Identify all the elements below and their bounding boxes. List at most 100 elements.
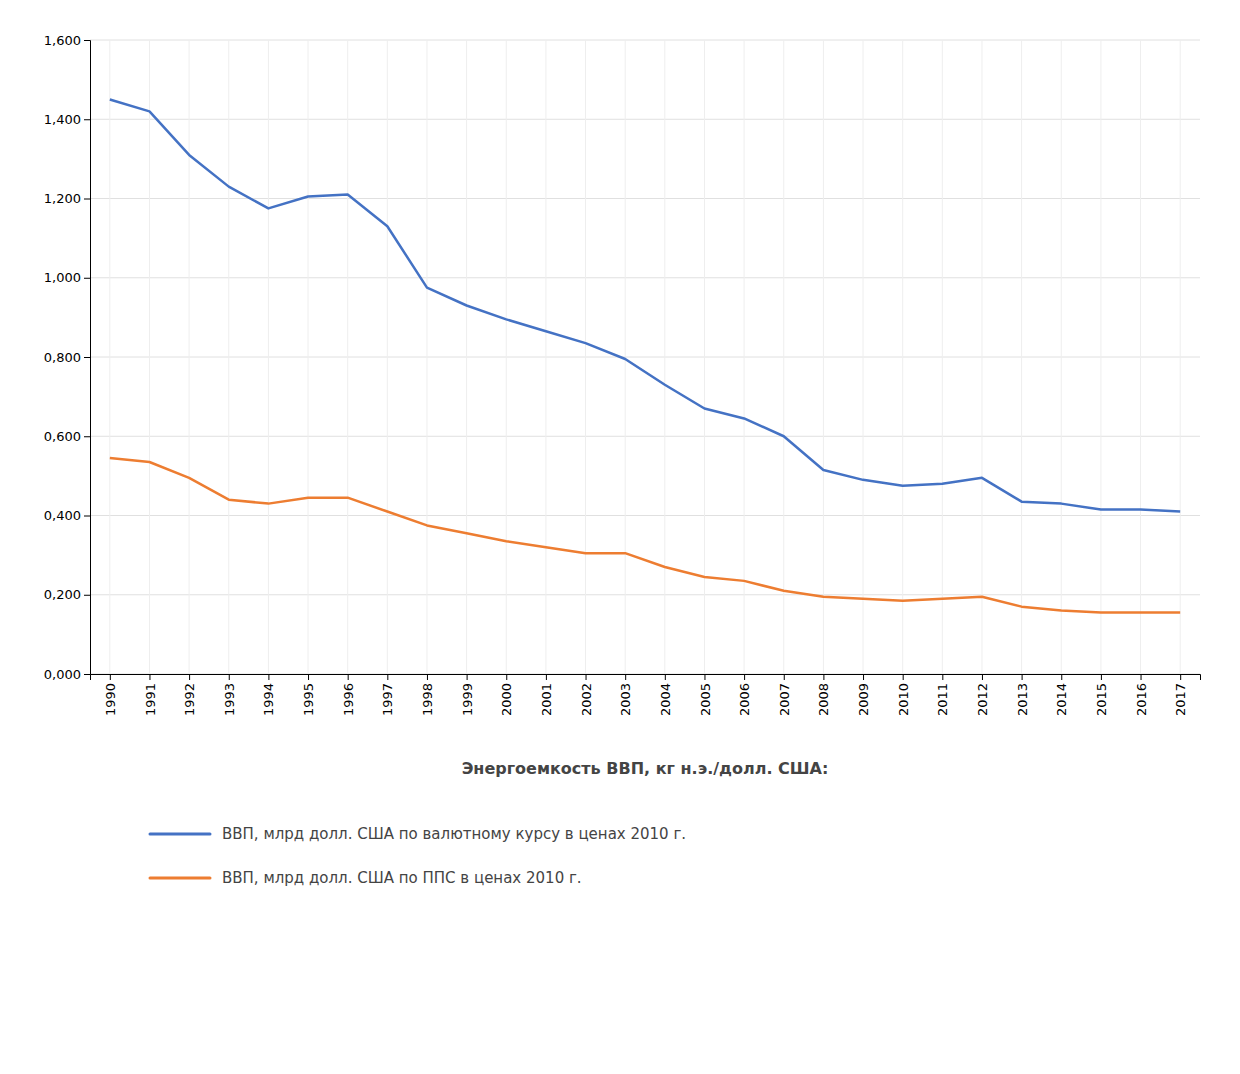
y-tick: 0,800: [44, 350, 90, 365]
x-tick-label: 2016: [1134, 683, 1149, 716]
y-axis-line: [84, 41, 91, 675]
x-tick-label: 2014: [1054, 683, 1069, 716]
grid-line-x: [1061, 40, 1062, 674]
x-tick: 1992: [182, 674, 197, 716]
x-tick: 2003: [618, 674, 633, 716]
x-tick-mark: [110, 674, 111, 680]
texts: Энергоемкость ВВП, кг н.э./долл. США:: [462, 759, 829, 778]
x-tick-label: 1996: [341, 683, 356, 716]
x-tick: 2001: [539, 674, 554, 716]
plot-area: 1990199119921993199419951996199719981999…: [44, 33, 1201, 716]
x-tick-label: 2000: [499, 683, 514, 716]
y-tick-mark: [84, 40, 90, 41]
x-tick-label: 2006: [737, 683, 752, 716]
x-tick: 2016: [1134, 674, 1149, 716]
y-tick-label: 0,600: [44, 429, 81, 444]
x-tick-mark: [1022, 674, 1023, 680]
x-tick-mark: [823, 674, 824, 680]
x-tick-label: 1998: [420, 683, 435, 716]
grid-line-x: [109, 40, 110, 674]
x-tick-mark: [427, 674, 428, 680]
grid-line-x: [387, 40, 388, 674]
x-axis-title: Энергоемкость ВВП, кг н.э./долл. США:: [462, 759, 829, 778]
x-tick-mark: [744, 674, 745, 680]
legend-label: ВВП, млрд долл. США по ППС в ценах 2010 …: [222, 869, 582, 887]
x-tick: 2005: [698, 674, 713, 716]
x-tick-mark: [546, 674, 547, 680]
grid-line-y: [90, 40, 1200, 41]
x-tick-mark: [268, 674, 269, 680]
x-tick-mark: [1141, 674, 1142, 680]
x-tick-label: 1993: [222, 683, 237, 716]
x-tick-mark: [1061, 674, 1062, 680]
y-tick-mark: [84, 119, 90, 120]
grid-line-x: [585, 40, 586, 674]
x-tick: 2017: [1173, 674, 1188, 716]
x-tick-label: 2008: [816, 683, 831, 716]
grid-line-x: [308, 40, 309, 674]
grid-line-x: [228, 40, 229, 674]
grid-line-y: [90, 594, 1200, 595]
y-tick-label: 0,400: [44, 508, 81, 523]
x-tick-mark: [863, 674, 864, 680]
y-tick: 1,600: [44, 33, 90, 48]
y-tick-label: 1,200: [44, 191, 81, 206]
x-axis: 1990199119921993199419951996199719981999…: [91, 674, 1201, 716]
x-tick-label: 2012: [975, 683, 990, 716]
x-tick-label: 2005: [698, 683, 713, 716]
x-tick: 2011: [935, 674, 950, 716]
x-tick-label: 1990: [103, 683, 118, 716]
y-tick-mark: [84, 278, 90, 279]
x-tick: 2015: [1094, 674, 1109, 716]
x-tick: 1991: [143, 674, 158, 716]
x-tick-label: 2002: [579, 683, 594, 716]
x-tick: 1993: [222, 674, 237, 716]
grid-line-x: [902, 40, 903, 674]
x-tick: 1999: [460, 674, 475, 716]
grid-line-x: [1100, 40, 1101, 674]
x-tick: 2002: [579, 674, 594, 716]
x-tick-label: 2013: [1015, 683, 1030, 716]
grid-line-x: [744, 40, 745, 674]
grid-line-x: [1180, 40, 1181, 674]
x-tick: 2009: [856, 674, 871, 716]
x-tick: 2000: [499, 674, 514, 716]
x-tick: 1997: [380, 674, 395, 716]
grid-line-x: [664, 40, 665, 674]
y-tick-mark: [84, 516, 90, 517]
grid-line-y: [90, 198, 1200, 199]
grid-line-x: [426, 40, 427, 674]
x-tick-mark: [625, 674, 626, 680]
grid-line-x: [704, 40, 705, 674]
x-tick: 2008: [816, 674, 831, 716]
grid-line-x: [189, 40, 190, 674]
grid-line-x: [347, 40, 348, 674]
x-tick: 2013: [1015, 674, 1030, 716]
y-tick-label: 0,800: [44, 350, 81, 365]
grid-line-x: [149, 40, 150, 674]
y-tick-mark: [84, 595, 90, 596]
x-tick-label: 1999: [460, 683, 475, 716]
x-tick: 1995: [301, 674, 316, 716]
x-tick-label: 1997: [380, 683, 395, 716]
legend-item: ВВП, млрд долл. США по ППС в ценах 2010 …: [150, 869, 582, 887]
y-axis: 0,0000,2000,4000,6000,8001,0001,2001,400…: [44, 33, 91, 682]
y-tick: 1,400: [44, 112, 90, 127]
x-tick-label: 2017: [1173, 683, 1188, 716]
y-tick-label: 0,200: [44, 587, 81, 602]
x-tick-label: 2009: [856, 683, 871, 716]
y-tick: 0,600: [44, 429, 90, 444]
x-tick: 2010: [896, 674, 911, 716]
grid-line-x: [1021, 40, 1022, 674]
legend-item: ВВП, млрд долл. США по валютному курсу в…: [150, 825, 686, 843]
x-tick-label: 1995: [301, 683, 316, 716]
legend-label: ВВП, млрд долл. США по валютному курсу в…: [222, 825, 686, 843]
grid-line-x: [942, 40, 943, 674]
x-tick-mark: [665, 674, 666, 680]
legend-swatch: [150, 833, 210, 836]
lines: [110, 99, 1180, 612]
x-tick-mark: [586, 674, 587, 680]
y-tick-label: 0,000: [44, 667, 81, 682]
x-tick-label: 2004: [658, 683, 673, 716]
grid-line-y: [90, 357, 1200, 358]
